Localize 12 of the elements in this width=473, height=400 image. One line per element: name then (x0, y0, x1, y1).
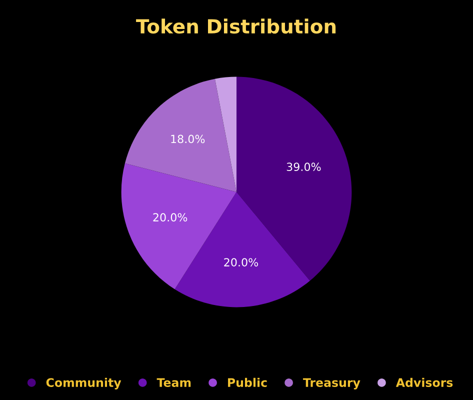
legend-label: Advisors (396, 378, 453, 387)
chart-title: Token Distribution (136, 18, 336, 34)
data-label: 39.0% (286, 162, 321, 172)
legend-label: Community (46, 378, 122, 390)
pie-slice (214, 76, 236, 192)
legend-label: Team (156, 378, 191, 387)
data-label: 20.0% (153, 213, 188, 222)
legend-label: Treasury (303, 378, 360, 390)
data-label: 20.0% (224, 258, 258, 267)
data-label: 18.0% (171, 134, 205, 144)
legend-label: Public (228, 378, 267, 387)
pie-slice (124, 78, 236, 192)
